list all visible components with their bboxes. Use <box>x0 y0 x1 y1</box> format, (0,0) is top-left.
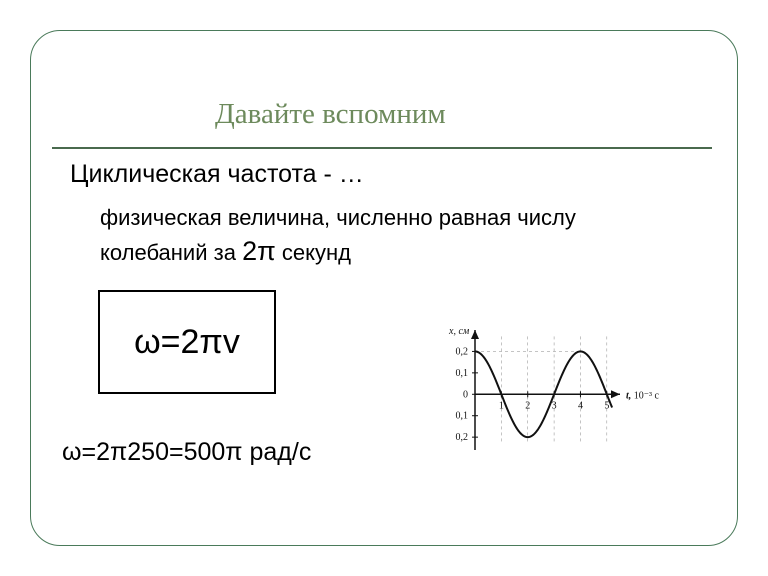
waveform-chart: 0,2 0,1 0 0,1 0,2 1 2 3 4 5 x, см t, 10⁻³ с <box>430 310 680 485</box>
definition-body-post: секунд <box>276 240 351 265</box>
svg-text:0: 0 <box>463 389 468 400</box>
svg-text:0,2: 0,2 <box>456 346 469 357</box>
svg-text:0,1: 0,1 <box>456 411 469 422</box>
svg-text:x, см: x, см <box>448 326 470 337</box>
formula: ω=2πv <box>134 323 240 362</box>
formula-box: ω=2πv <box>98 290 276 394</box>
svg-text:5: 5 <box>604 400 609 411</box>
svg-text:0,1: 0,1 <box>456 368 469 379</box>
definition-body-pi: 2π <box>242 236 276 266</box>
svg-text:3: 3 <box>552 400 557 411</box>
svg-text:1: 1 <box>499 400 504 411</box>
chart-svg: 0,2 0,1 0 0,1 0,2 1 2 3 4 5 x, см t, 10⁻³ с <box>430 310 680 480</box>
svg-text:4: 4 <box>578 400 583 411</box>
calculation: ω=2π250=500π рад/с <box>62 438 311 467</box>
slide-title: Давайте вспомним <box>215 98 446 131</box>
svg-text:0,2: 0,2 <box>456 432 469 443</box>
title-underline <box>52 147 712 149</box>
definition-term: Циклическая частота - … <box>70 160 364 189</box>
svg-text:2: 2 <box>525 400 530 411</box>
definition-body: физическая величина, численно равная чис… <box>100 203 640 269</box>
svg-text:t, 10⁻³ с: t, 10⁻³ с <box>626 390 660 401</box>
